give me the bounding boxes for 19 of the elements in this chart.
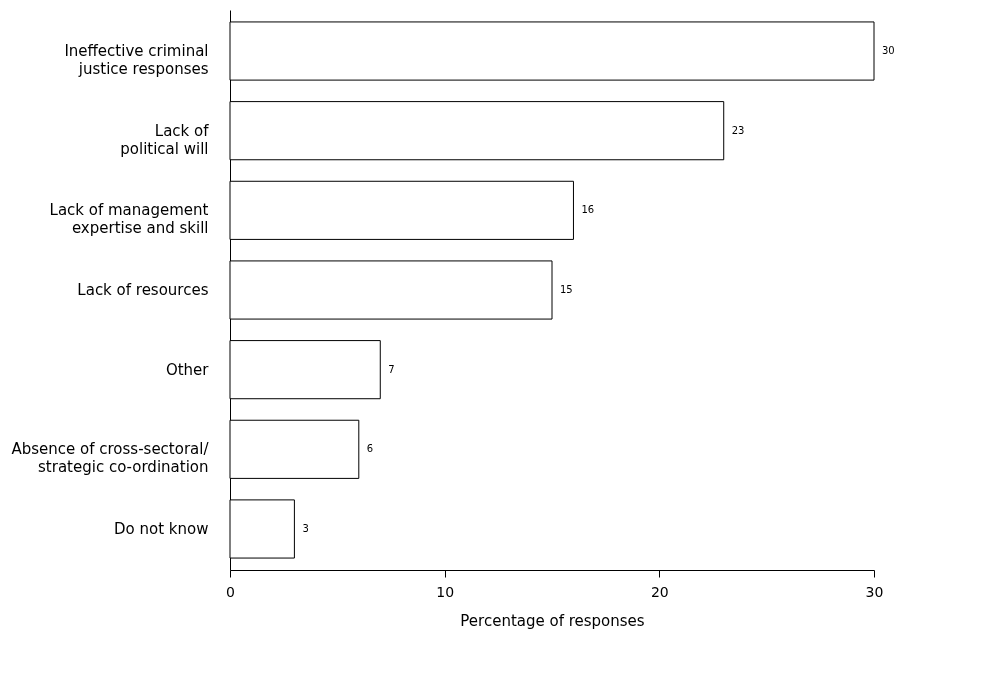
data-label: 3	[302, 522, 309, 534]
x-tick-label: 30	[865, 583, 884, 600]
y-tick-label: Absence of cross-sectoral/ strategic co-ordination	[11, 440, 210, 477]
data-label: 23	[731, 124, 745, 136]
y-tick-label: Lack of political will	[120, 121, 210, 158]
data-label: 6	[366, 443, 374, 455]
y-tick-label: Ineffective criminal justice responses	[64, 42, 209, 79]
y-tick-label: Do not know	[114, 519, 209, 538]
x-tick-label: 10	[436, 583, 455, 600]
data-label: 30	[882, 45, 895, 57]
x-tick-label: 20	[650, 583, 669, 600]
x-axis-title: Percentage of responses	[460, 611, 645, 630]
data-label: 16	[581, 204, 595, 216]
y-tick-label: Lack of resources	[77, 281, 209, 299]
data-label: 7	[388, 363, 395, 375]
y-tick-label: Lack of management expertise and skill	[49, 201, 209, 238]
x-tick-label: 0	[226, 583, 235, 600]
y-tick-label: Other	[165, 360, 210, 379]
data-label: 15	[560, 284, 573, 295]
